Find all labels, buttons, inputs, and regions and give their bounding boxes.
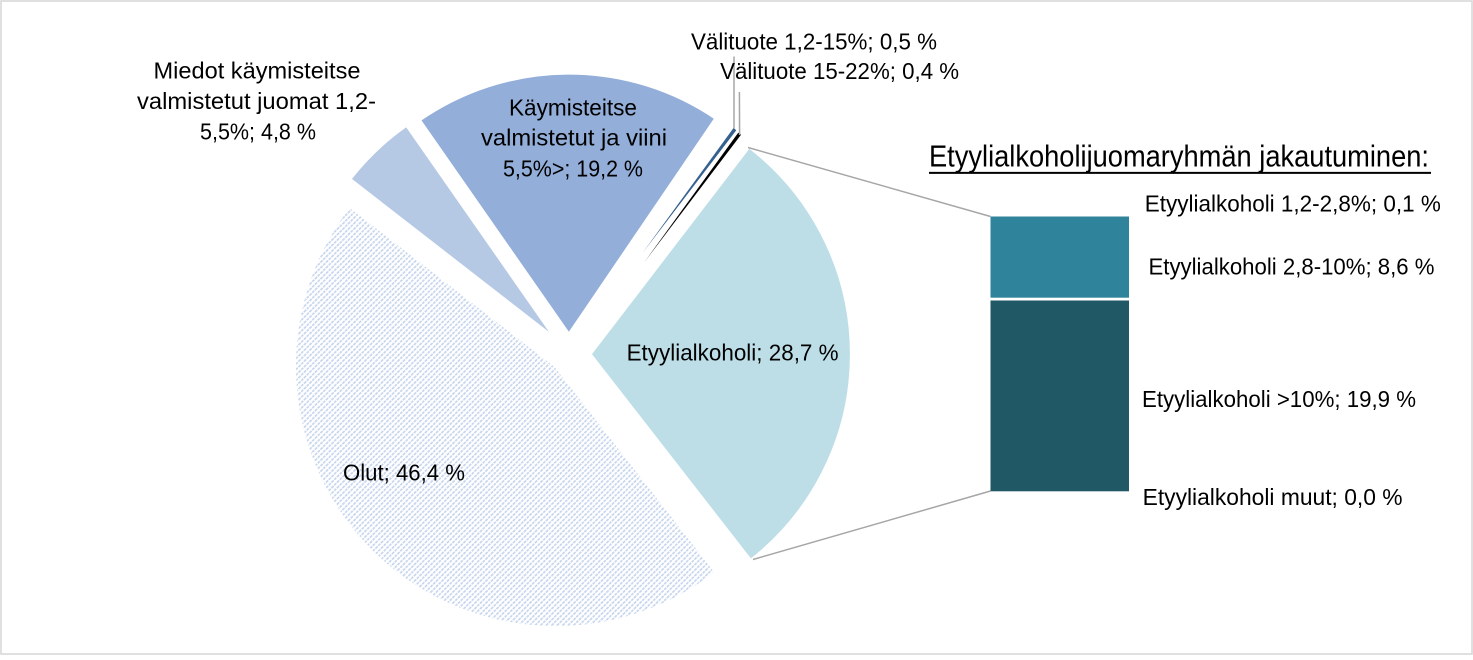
svg-text:5,5%>; 19,2 %: 5,5%>; 19,2 % [503,155,643,181]
svg-text:Etyylialkoholijuomaryhmän jaka: Etyylialkoholijuomaryhmän jakautuminen: [929,139,1429,174]
svg-text:Käymisteitse: Käymisteitse [509,95,637,121]
svg-text:Etyylialkoholi 1,2-2,8%; 0,1 %: Etyylialkoholi 1,2-2,8%; 0,1 % [1145,190,1441,216]
svg-text:valmistetut juomat 1,2-: valmistetut juomat 1,2- [137,88,376,114]
svg-text:5,5%; 4,8 %: 5,5%; 4,8 % [200,118,316,144]
svg-text:Etyylialkoholi 2,8-10%; 8,6 %: Etyylialkoholi 2,8-10%; 8,6 % [1149,253,1435,279]
svg-text:Välituote 1,2-15%; 0,5 %: Välituote 1,2-15%; 0,5 % [691,28,937,54]
svg-text:Miedot käymisteitse: Miedot käymisteitse [154,58,361,84]
svg-text:Välituote 15-22%; 0,4 %: Välituote 15-22%; 0,4 % [720,58,959,84]
svg-text:valmistetut ja viini: valmistetut ja viini [481,125,667,151]
svg-text:Etyylialkoholi muut; 0,0 %: Etyylialkoholi muut; 0,0 % [1143,484,1403,510]
svg-text:Etyylialkoholi >10%; 19,9 %: Etyylialkoholi >10%; 19,9 % [1142,386,1416,412]
svg-text:Etyylialkoholi; 28,7 %: Etyylialkoholi; 28,7 % [627,340,839,366]
svg-text:Olut; 46,4 %: Olut; 46,4 % [343,459,465,485]
